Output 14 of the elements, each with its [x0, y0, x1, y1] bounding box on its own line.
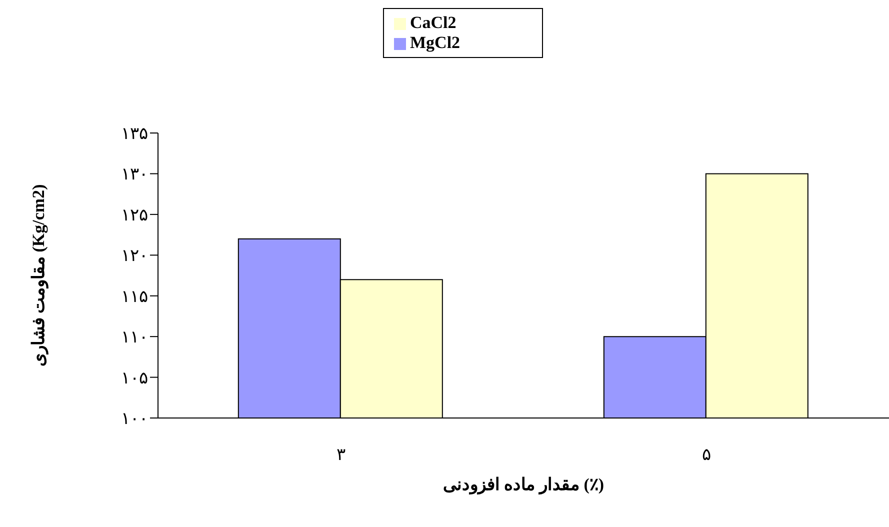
x-tick-label: ۳ — [336, 445, 346, 464]
y-tick-label: ۱۲۰ — [121, 246, 148, 266]
y-tick-label: ۱۳۰ — [121, 164, 148, 184]
legend-label: MgCl2 — [410, 33, 460, 52]
y-tick-label: ۱۱۵ — [121, 286, 148, 306]
y-tick-label: ۱۰۵ — [121, 368, 148, 388]
x-tick-label: ۵ — [702, 445, 711, 464]
x-axis-title: مقدار ماده افزودنی (٪) — [442, 475, 604, 495]
y-tick-label: ۱۲۵ — [121, 205, 148, 224]
y-tick-label: ۱۳۵ — [121, 124, 148, 144]
y-tick-label: ۱۰۰ — [121, 409, 148, 428]
y-axis-title: مقاومت فشاری (Kg/cm2) — [29, 184, 50, 367]
y-tick-label: ۱۱۰ — [121, 328, 148, 347]
legend-label: CaCl2 — [410, 13, 456, 32]
